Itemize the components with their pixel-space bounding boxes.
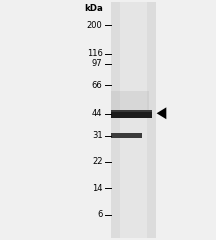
Bar: [111, 133, 142, 138]
Bar: [111, 2, 156, 238]
Text: 97: 97: [92, 59, 103, 68]
Text: 31: 31: [92, 131, 103, 140]
Text: 6: 6: [97, 210, 103, 219]
Text: 200: 200: [87, 21, 103, 30]
Text: 14: 14: [92, 184, 103, 193]
Text: 66: 66: [92, 81, 103, 90]
Text: 116: 116: [87, 49, 103, 59]
Polygon shape: [157, 107, 166, 119]
Text: 44: 44: [92, 109, 103, 119]
Bar: [111, 110, 152, 118]
Bar: [120, 2, 147, 238]
Bar: [111, 110, 152, 112]
Text: kDa: kDa: [84, 4, 103, 13]
Text: 22: 22: [92, 157, 103, 167]
Bar: [111, 91, 149, 110]
